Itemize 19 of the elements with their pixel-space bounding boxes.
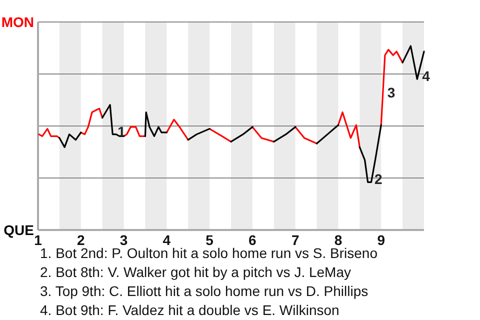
annotation: 3 (387, 84, 396, 101)
x-tick-label: 6 (248, 232, 257, 248)
text: 3. Top 9th: C. Elliott hit a solo home run vs D. Phillips (40, 283, 368, 299)
text: 2. Bot 8th: V. Walker got hit by a pitch vs J. LeMay (40, 264, 352, 280)
x-tick-label: 8 (334, 232, 342, 248)
x-tick-label: 2 (76, 232, 85, 248)
x-tick-label: 7 (291, 232, 300, 248)
text: 4. Bot 9th: F. Valdez hit a double vs E. Wilkinson (40, 302, 340, 318)
x-tick-label: 4 (162, 232, 171, 248)
annotation: 2 (374, 171, 383, 188)
annotation: 4 (422, 68, 430, 84)
x-tick-label: 9 (377, 232, 386, 248)
text: QUE (4, 222, 34, 238)
x-tick-label: 5 (206, 232, 214, 248)
text: MON (1, 14, 34, 30)
text: 1. Bot 2nd: P. Oulton hit a solo home run vs S. Briseno (40, 245, 378, 261)
x-tick-label: 3 (120, 232, 128, 248)
x-tick-label: 1 (34, 232, 42, 248)
annotation: 1 (118, 123, 126, 140)
